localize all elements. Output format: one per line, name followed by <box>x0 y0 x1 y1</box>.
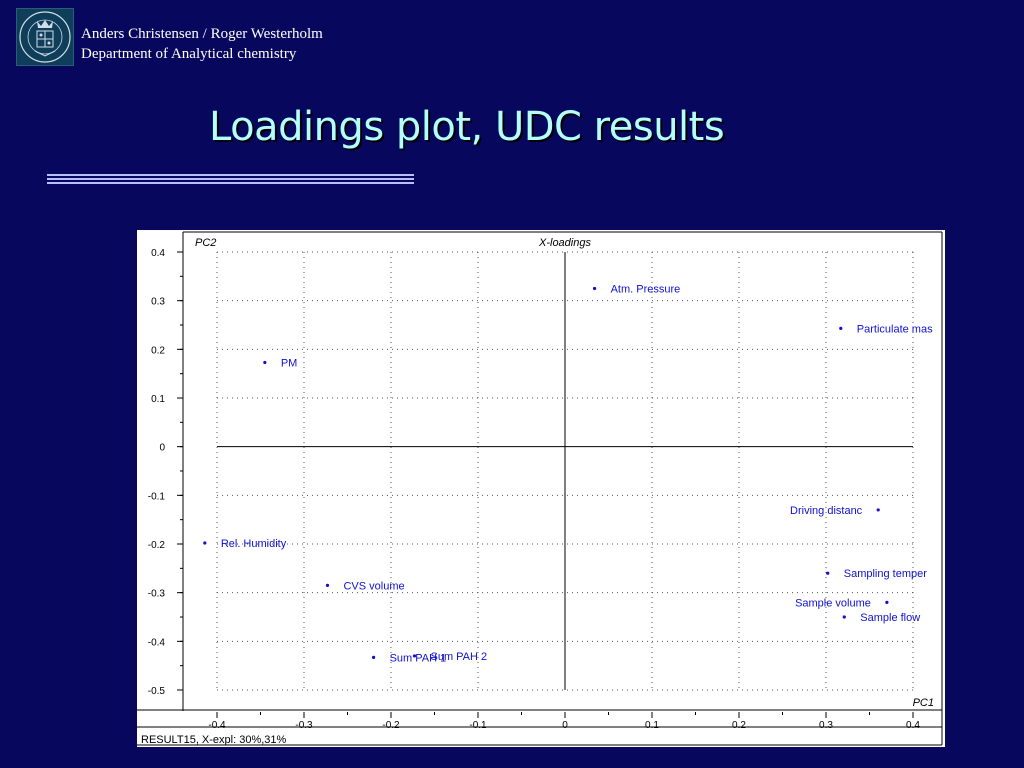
data-point-label: Sum PAH 2 <box>430 651 487 663</box>
data-point-label: CVS volume <box>343 580 404 592</box>
x-tick-label: -0.4 <box>208 720 226 731</box>
y-tick-label: -0.2 <box>148 540 166 551</box>
data-point-label: PM <box>281 357 298 369</box>
y-tick-label: -0.4 <box>148 637 166 648</box>
data-point-label: Sum PAH 1 <box>390 652 447 664</box>
data-point <box>412 654 417 658</box>
authors-text: Anders Christensen / Roger Westerholm <box>81 26 323 42</box>
data-point-label: Sampling temper <box>844 568 927 580</box>
x-tick-label: 0 <box>562 720 568 731</box>
data-point <box>592 286 597 291</box>
x-tick-label: 0.2 <box>732 720 746 731</box>
y-tick-label: -0.1 <box>148 491 166 502</box>
x-tick-label: 0.4 <box>906 720 920 731</box>
y-tick-label: 0.4 <box>151 248 165 259</box>
y-tick-label: -0.5 <box>148 686 166 697</box>
x-axis-label: PC1 <box>913 697 934 709</box>
loadings-chart: -0.4 -0.3 -0.2 -0.1 0 0.1 0.2 0.3 0.4 0.4 0.3 0.2 0.… <box>137 230 945 747</box>
header-authors-block: Anders Christensen / Roger Westerholm De… <box>81 24 323 64</box>
y-tick-label: 0.3 <box>151 297 165 308</box>
y-tick-label: -0.3 <box>148 589 166 600</box>
department-text: Department of Analytical chemistry <box>81 46 297 62</box>
data-point <box>372 655 376 659</box>
y-axis-label: PC2 <box>195 237 216 249</box>
chart-grid <box>216 251 914 691</box>
data-point <box>325 583 330 587</box>
slide-title: Loadings plot, UDC results <box>209 104 725 150</box>
data-point <box>263 360 267 365</box>
x-tick-label: -0.3 <box>295 720 313 731</box>
data-point-label: Sample flow <box>860 612 920 624</box>
y-tick-label: 0 <box>159 443 165 454</box>
chart-svg: -0.4 -0.3 -0.2 -0.1 0 0.1 0.2 0.3 0.4 0.4 0.3 0.2 0.… <box>137 231 943 746</box>
chart-footer: RESULT15, X-expl: 30%,31% <box>141 734 287 746</box>
data-point <box>203 541 207 545</box>
x-tick-label: -0.2 <box>382 720 400 731</box>
chart-ticks: -0.4 -0.3 -0.2 -0.1 0 0.1 0.2 0.3 0.4 0.4 0.3 0.2 0.… <box>148 248 921 731</box>
y-tick-label: 0.2 <box>151 345 165 356</box>
y-tick-label: 0.1 <box>151 394 165 405</box>
data-point-label: Sample volume <box>795 597 871 609</box>
data-point <box>876 508 880 512</box>
x-tick-label: 0.3 <box>819 720 833 731</box>
data-point <box>839 326 843 331</box>
x-tick-label: 0.1 <box>645 720 659 731</box>
data-point <box>826 571 830 575</box>
data-point-label: Driving distanc <box>790 505 863 517</box>
data-point <box>842 615 846 619</box>
university-seal-icon <box>16 8 74 66</box>
chart-axes <box>137 231 943 746</box>
chart-points: Atm. Pressure Particulate mas PM Driving di… <box>203 284 933 664</box>
chart-title: X-loadings <box>538 237 591 249</box>
title-underline <box>47 174 414 186</box>
data-point-label: Rel. Humidity <box>221 538 287 550</box>
data-point-label: Particulate mas <box>857 323 933 335</box>
data-point-label: Atm. Pressure <box>611 284 681 296</box>
data-point <box>885 600 889 604</box>
x-tick-label: -0.1 <box>469 720 487 731</box>
